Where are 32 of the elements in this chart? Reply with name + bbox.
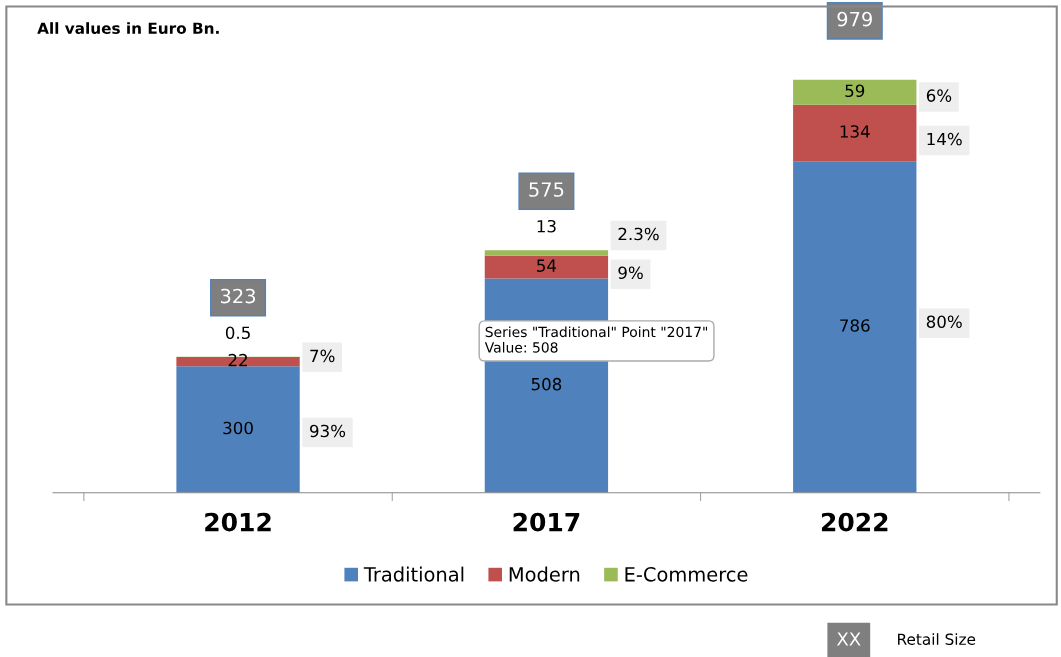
data-label: 13 (537, 219, 556, 233)
data-label: 59 (845, 84, 865, 98)
data-label: 22 (228, 353, 247, 367)
annotation: 2.3% (618, 227, 659, 241)
legend-label: Traditional (363, 566, 464, 582)
x-tick-label: 2012 (205, 512, 271, 532)
x-tick-label: 2017 (513, 512, 580, 532)
annotation: 9% (618, 266, 643, 280)
legend-label: Modern (509, 566, 580, 582)
annotation: 14% (927, 132, 962, 146)
data-label: 134 (840, 125, 870, 138)
annotation: 93% (310, 424, 346, 438)
data-label: 54 (537, 259, 557, 272)
chart-title: All values in Euro Bn. (37, 22, 219, 34)
data-label: 0.5 (225, 326, 250, 340)
bar (484, 250, 609, 256)
bar (793, 161, 917, 493)
total-label: 979 (837, 11, 872, 27)
total-label: 323 (220, 288, 256, 304)
text: Retail Size (898, 633, 976, 646)
annotation: 80% (926, 315, 962, 329)
data-label: 300 (223, 421, 253, 435)
annotation: 7% (310, 349, 335, 363)
total-label: 575 (529, 182, 564, 197)
data-label: 508 (531, 377, 562, 391)
legend-label: E-Commerce (625, 566, 748, 582)
text: XX (836, 632, 861, 646)
annotation: 6% (926, 89, 952, 102)
data-label: 786 (840, 319, 870, 332)
x-tick-label: 2022 (821, 512, 888, 532)
annotation: Series "Traditional" Point "2017" Value: 508 (484, 326, 708, 353)
bar (176, 366, 300, 493)
